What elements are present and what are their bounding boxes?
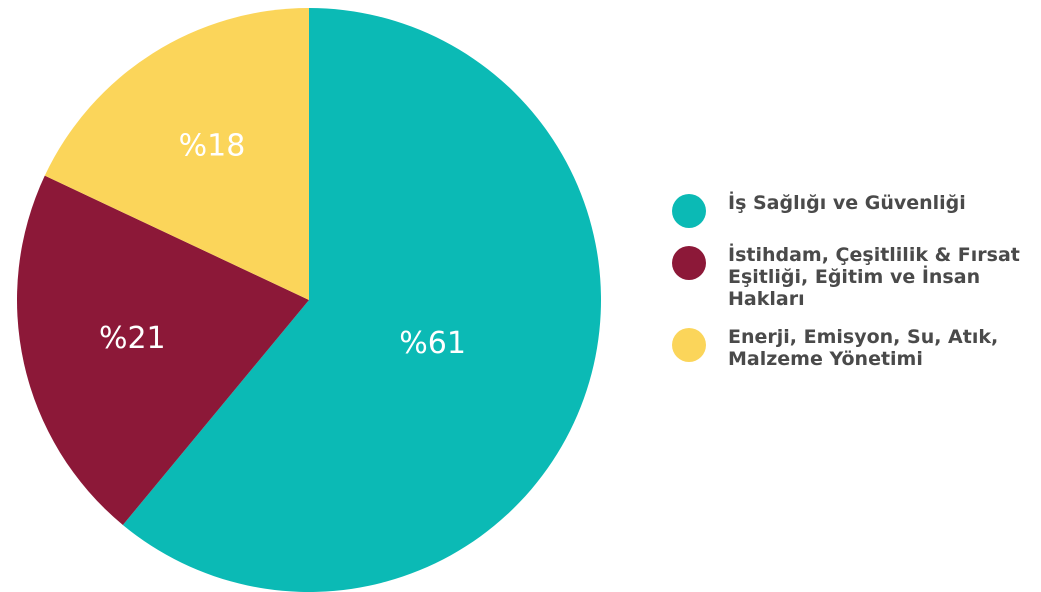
legend-label: Enerji, Emisyon, Su, Atık, Malzeme Yönet… (728, 326, 999, 370)
pie-slice (122, 8, 602, 592)
legend-label: İstihdam, Çeşitlilik & Fırsat Eşitliği, … (728, 244, 1020, 310)
legend-item: İş Sağlığı ve Güvenliği (672, 192, 1037, 228)
pie-slice (44, 8, 310, 300)
legend-item: İstihdam, Çeşitlilik & Fırsat Eşitliği, … (672, 244, 1037, 310)
slice-label: %18 (179, 129, 246, 164)
legend: İş Sağlığı ve Güvenliği İstihdam, Çeşitli… (672, 192, 1037, 386)
legend-swatch (672, 246, 706, 280)
pie-chart: %61 %21 %18 (17, 8, 602, 592)
legend-label: İş Sağlığı ve Güvenliği (728, 192, 966, 214)
legend-swatch (672, 328, 706, 362)
legend-item: Enerji, Emisyon, Su, Atık, Malzeme Yönet… (672, 326, 1037, 370)
slice-label: %21 (99, 321, 166, 356)
slice-label: %61 (399, 326, 466, 361)
pie-slice (17, 175, 310, 525)
legend-swatch (672, 194, 706, 228)
